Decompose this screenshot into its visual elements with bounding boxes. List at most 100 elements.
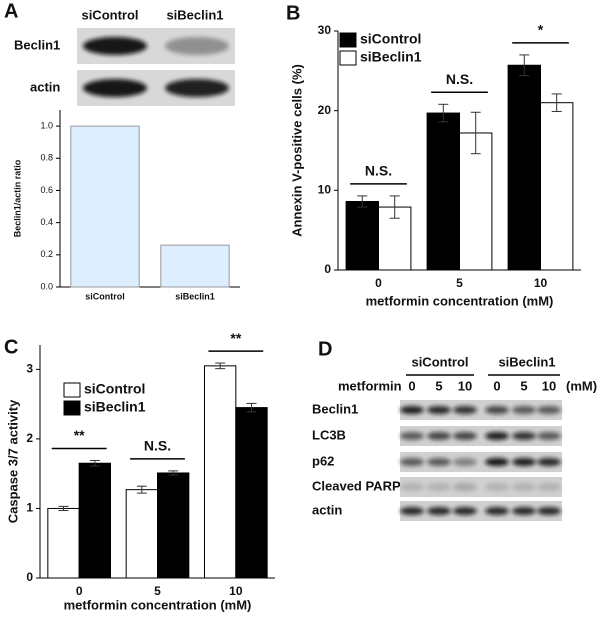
- blot-band: [427, 507, 451, 515]
- blot-band: [427, 458, 451, 466]
- lane-label: 5: [435, 378, 442, 393]
- y-tick-label: 10: [318, 183, 332, 197]
- x-tick-label: 0: [76, 584, 83, 598]
- x-tick-label: 10: [229, 584, 243, 598]
- blot-row: Cleaved PARP: [312, 478, 401, 493]
- blot-group: siBeclin1: [498, 354, 555, 369]
- y-tick-label: 30: [318, 23, 332, 37]
- y-tick-label: 0.6: [40, 185, 53, 195]
- blot-band: [485, 458, 509, 466]
- blot-band: [485, 406, 509, 414]
- blot-group: siControl: [411, 354, 468, 369]
- bar: [507, 64, 542, 271]
- blot-band: [400, 507, 424, 515]
- legend-label: siControl: [360, 31, 421, 47]
- panel-label: B: [286, 2, 300, 24]
- bar: [426, 112, 461, 271]
- bar: [70, 125, 140, 288]
- x-tick-label: siBeclin1: [175, 291, 215, 301]
- blot-band: [485, 483, 509, 491]
- blot-band: [453, 507, 477, 515]
- significance-label: **: [230, 330, 241, 346]
- lane-label: 0: [493, 378, 500, 393]
- bar: [157, 472, 190, 579]
- y-tick-label: 3: [26, 362, 33, 376]
- blot-band: [453, 406, 477, 414]
- legend-swatch: [63, 400, 81, 416]
- y-tick-label: 0: [26, 570, 33, 584]
- lane-label: 5: [520, 378, 527, 393]
- unit-label: (mM): [566, 378, 597, 393]
- blot-strip: [400, 501, 562, 521]
- bar: [345, 200, 380, 271]
- bar: [125, 489, 158, 579]
- y-tick-label: 1: [26, 501, 33, 515]
- lane-label: 10: [458, 378, 472, 393]
- blot-band: [537, 406, 561, 414]
- blot-band: [537, 483, 561, 491]
- blot-band: [512, 507, 536, 515]
- y-tick-label: 0.8: [40, 153, 53, 163]
- blot-band: [400, 458, 424, 466]
- blot-row: p62: [312, 453, 334, 468]
- error-bar: [168, 470, 179, 476]
- x-tick-label: 5: [154, 584, 161, 598]
- legend-swatch: [339, 32, 357, 48]
- bar: [540, 102, 574, 271]
- blot-band: [400, 432, 424, 440]
- error-bar: [89, 459, 100, 467]
- error-bar: [58, 505, 69, 512]
- blot-row: actin: [312, 502, 342, 517]
- legend-swatch: [339, 50, 357, 66]
- y-axis-label: Annexin V-positive cells (%): [289, 64, 304, 237]
- lane-label: 10: [542, 378, 556, 393]
- significance-label: **: [74, 427, 85, 443]
- x-tick-label: 10: [534, 276, 548, 290]
- blot-row: actin: [30, 79, 60, 94]
- y-tick-label: 0.2: [40, 249, 53, 259]
- blot-column: siBeclin1: [166, 7, 223, 22]
- x-axis-label: metformin concentration (mM): [366, 293, 554, 308]
- blot-band: [165, 37, 229, 55]
- bar: [235, 407, 268, 579]
- blot-band: [400, 406, 424, 414]
- blot-band: [165, 79, 229, 97]
- error-bar: [438, 103, 449, 123]
- panel-label: C: [4, 336, 18, 358]
- error-bar: [357, 195, 368, 208]
- blot-band: [485, 432, 509, 440]
- y-tick-label: 0: [324, 262, 331, 276]
- blot-band: [453, 483, 477, 491]
- blot-band: [512, 483, 536, 491]
- blot-band: [512, 432, 536, 440]
- significance-label: N.S.: [446, 71, 473, 87]
- blot-band: [400, 483, 424, 491]
- legend-label: siControl: [84, 381, 145, 397]
- x-tick-label: siControl: [85, 291, 125, 301]
- blot-band: [537, 507, 561, 515]
- error-bar: [215, 362, 226, 370]
- blot-strip: [400, 426, 562, 446]
- legend-swatch: [63, 382, 81, 398]
- y-axis-label: Beclin1/actin ratio: [12, 159, 22, 237]
- blot-band: [427, 406, 451, 414]
- error-bar: [246, 402, 257, 413]
- significance-label: N.S.: [365, 163, 392, 179]
- blot-row: Beclin1: [14, 37, 60, 52]
- y-tick-label: 0.0: [40, 281, 53, 291]
- blot-band: [83, 79, 147, 97]
- panel-label: D: [318, 338, 332, 360]
- panel-label: A: [4, 0, 18, 22]
- y-axis-label: Caspase 3/7 activity: [5, 399, 20, 523]
- blot-band: [537, 458, 561, 466]
- blot-band: [453, 432, 477, 440]
- x-axis-label: metformin concentration (mM): [64, 597, 252, 612]
- error-bar: [551, 93, 562, 112]
- blot-column: siControl: [81, 7, 138, 22]
- blot-band: [512, 406, 536, 414]
- y-tick-label: 0.4: [40, 217, 53, 227]
- blot-band: [83, 37, 147, 55]
- x-tick-label: 0: [375, 276, 382, 290]
- error-bar: [519, 54, 530, 77]
